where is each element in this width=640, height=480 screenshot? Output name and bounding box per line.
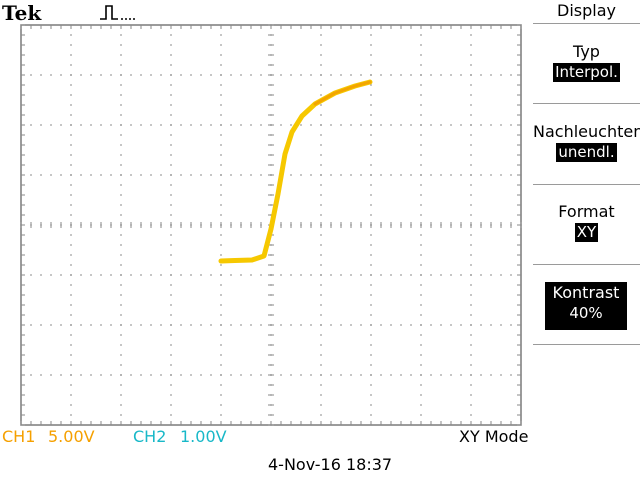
menu-item-label: Typ [573,42,600,61]
menu-divider [533,344,640,345]
ch1-label: CH1 [2,427,36,446]
menu-item-value: XY [574,223,599,242]
menu-item-typ[interactable]: Typ Interpol. [533,42,640,82]
oscilloscope-screen [20,24,522,426]
menu-item-label: Nachleuchten [533,122,640,141]
menu-divider [533,103,640,104]
xy-trace [218,79,373,264]
date-time: 4-Nov-16 18:37 [268,455,393,474]
menu-divider [533,264,640,265]
menu-item-kontrast[interactable]: Kontrast 40% [545,282,627,330]
ch2-scale: 1.00V [180,427,227,446]
pulse-trigger-icon [100,5,135,20]
menu-item-value: Interpol. [553,63,620,82]
graticule [20,24,522,426]
menu-title: Display [557,1,616,20]
xy-trace-top [313,80,372,106]
menu-divider [533,23,640,24]
ch1-scale: 5.00V [48,427,95,446]
display-menu: Display Typ Interpol. Nachleuchten unend… [533,0,640,360]
ch2-label: CH2 [133,427,167,446]
menu-item-nachleuchten[interactable]: Nachleuchten unendl. [533,122,640,162]
menu-item-label: Kontrast [546,283,626,303]
xy-mode-indicator: XY Mode [459,427,529,446]
menu-divider [533,184,640,185]
brand-logo: Tek [2,1,42,25]
menu-item-value: unendl. [556,143,617,162]
menu-item-label: Format [558,202,615,221]
menu-item-value: 40% [567,304,605,323]
menu-item-format[interactable]: Format XY [533,202,640,242]
